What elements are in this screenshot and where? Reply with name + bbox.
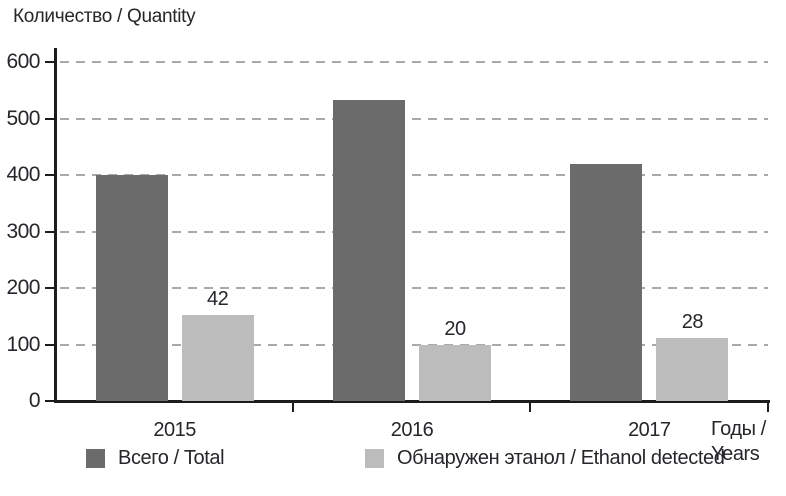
legend: Всего / Total Обнаружен этанол / Ethanol… <box>0 447 786 477</box>
gridline-300 <box>60 230 768 233</box>
x-axis-title: Годы / Years <box>711 417 766 467</box>
gridline-200 <box>60 287 768 289</box>
x-axis <box>54 400 770 403</box>
y-tick-label-200: 200 <box>6 276 40 299</box>
y-tick-400 <box>45 174 56 176</box>
y-tick-300 <box>45 230 56 233</box>
gridline-100 <box>60 343 768 346</box>
y-tick-0 <box>45 400 56 402</box>
x-tick-2 <box>529 401 532 412</box>
x-tick-1 <box>291 401 294 412</box>
bar-ethanol-2016 <box>419 344 491 401</box>
bar-ethanol-2017 <box>656 337 729 401</box>
y-axis <box>54 48 57 403</box>
y-tick-label-500: 500 <box>6 106 40 130</box>
y-tick-600 <box>45 61 56 63</box>
y-tick-label-600: 600 <box>6 50 40 73</box>
y-tick-label-0: 0 <box>28 389 41 412</box>
bar-total-2015 <box>95 175 168 401</box>
y-tick-100 <box>45 343 56 346</box>
x-tick-label-2016: 2016 <box>390 419 434 441</box>
x-tick-label-2017: 2017 <box>628 419 671 441</box>
legend-item-total: Всего / Total <box>86 447 225 470</box>
bar-total-2017 <box>570 164 643 401</box>
bar-ethanol-2015 <box>181 315 254 401</box>
x-tick-3 <box>766 401 769 412</box>
legend-label-total: Всего / Total <box>118 447 225 469</box>
x-axis-title-line1: Годы / <box>711 418 766 440</box>
legend-item-ethanol: Обнаружен этанол / Ethanol detected <box>365 447 725 470</box>
bar-value-label-2017: 28 <box>681 310 704 333</box>
y-tick-500 <box>45 117 56 120</box>
legend-swatch-total <box>86 449 105 468</box>
gridline-600 <box>60 61 768 63</box>
legend-label-ethanol: Обнаружен этанол / Ethanol detected <box>397 447 725 469</box>
x-tick-label-2015: 2015 <box>153 419 196 441</box>
bar-value-label-2015: 42 <box>207 288 229 311</box>
y-tick-label-100: 100 <box>6 332 40 356</box>
chart-title: Количество / Quantity <box>13 6 196 27</box>
bar-total-2016 <box>333 100 405 401</box>
y-tick-200 <box>45 287 56 289</box>
y-tick-label-400: 400 <box>6 163 40 186</box>
x-axis-title-line2: Years <box>711 443 760 465</box>
gridline-400 <box>60 174 768 176</box>
gridline-500 <box>60 117 768 120</box>
legend-swatch-ethanol <box>365 449 384 468</box>
y-tick-label-300: 300 <box>6 219 40 243</box>
bar-value-label-2016: 20 <box>444 317 466 340</box>
